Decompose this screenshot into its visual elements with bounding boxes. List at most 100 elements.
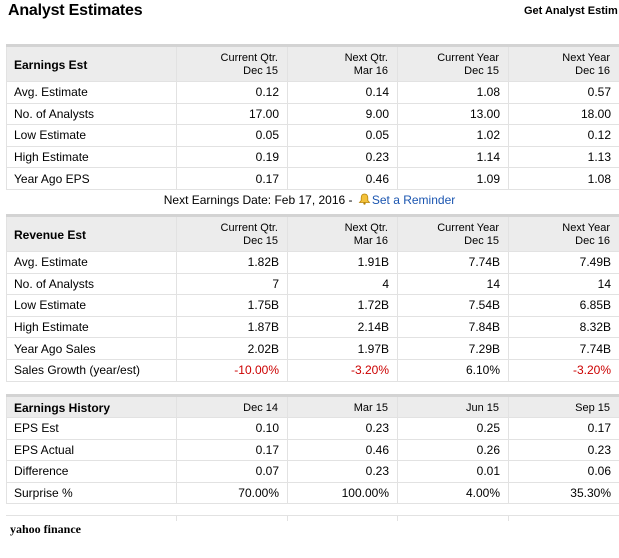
row-label: Avg. Estimate [6,81,177,104]
cell-value: 1.13 [508,145,619,169]
cell-value: 0.17 [176,438,288,462]
column-header: Current Year Dec 15 [397,45,509,82]
cell-value: 7.49B [508,251,619,274]
row-label: Year Ago EPS [6,167,177,190]
cell-value: 2.14B [287,315,398,339]
cell-value: 35.30% [508,481,619,505]
column-header: Current Qtr. Dec 15 [176,45,288,82]
cell-value: 6.85B [508,294,619,317]
column-header: Sep 15 [508,395,619,418]
cell-value: 1.02 [397,124,509,147]
cell-value: 14 [508,272,619,296]
cell-value: 6.10% [397,358,509,382]
cell-value: 1.14 [397,145,509,169]
table-row: EPS Est 0.10 0.23 0.25 0.17 [6,417,619,440]
cell-value: 0.23 [287,460,398,483]
cell-value: 2.02B [176,337,288,360]
table-row: High Estimate 0.19 0.23 1.14 1.13 [6,145,619,169]
row-label: EPS Actual [6,438,177,462]
cell-value: 1.08 [508,167,619,190]
table-row: EPS Actual 0.17 0.46 0.26 0.23 [6,438,619,462]
cell-value: 13.00 [397,102,509,126]
table-header-row: Earnings History Dec 14 Mar 15 Jun 15 Sep 15 [6,395,619,418]
row-label: Low Estimate [6,294,177,317]
cell-value: 0.12 [176,81,288,104]
cell-value: 1.97B [287,337,398,360]
cell-value: 8.32B [508,315,619,339]
earnings-est-table: Earnings Est Current Qtr. Dec 15 Next Qtr. M… [6,44,619,190]
row-label: Avg. Estimate [6,251,177,274]
cell-value: 0.25 [397,417,509,440]
cell-value: 0.17 [508,417,619,440]
yahoo-finance-logo: yahoo finance [10,522,82,536]
table-row: Low Estimate 0.05 0.05 1.02 0.12 [6,124,619,147]
next-earnings-date: Next Earnings Date: Feb 17, 2016 - Set a… [0,193,619,207]
table-header-row: Revenue Est Current Qtr. Dec 15 Next Qtr. Ma… [6,215,619,252]
column-header: Next Qtr. Mar 16 [287,215,398,252]
row-label: Year Ago Sales [6,337,177,360]
page-title: Analyst Estimates [8,2,143,19]
cell-value: 0.05 [287,124,398,147]
row-label: Surprise % [6,481,177,505]
cell-value: 0.46 [287,438,398,462]
cell-value: 0.23 [287,417,398,440]
cell-value: 0.23 [508,438,619,462]
row-label: High Estimate [6,315,177,339]
table-title: Earnings History [6,395,177,418]
cell-value: -3.20% [287,358,398,382]
get-analyst-estimates-link[interactable]: Get Analyst Estim [524,5,618,17]
row-label: No. of Analysts [6,272,177,296]
column-header: Mar 15 [287,395,398,418]
column-header: Next Year Dec 16 [508,215,619,252]
cell-value: 0.05 [176,124,288,147]
cell-value: 70.00% [176,481,288,505]
cell-value: 4.00% [397,481,509,505]
table-row: Low Estimate 1.75B 1.72B 7.54B 6.85B [6,294,619,317]
cell-value: 0.14 [287,81,398,104]
cell-value: 1.87B [176,315,288,339]
cell-value: 0.17 [176,167,288,190]
column-header: Current Year Dec 15 [397,215,509,252]
cell-value: 1.08 [397,81,509,104]
table-row: No. of Analysts 7 4 14 14 [6,272,619,296]
column-header: Next Qtr. Mar 16 [287,45,398,82]
row-label: EPS Est [6,417,177,440]
cell-value: 0.23 [287,145,398,169]
cell-value: 7.74B [508,337,619,360]
cell-value: 0.12 [508,124,619,147]
cell-value: 7.74B [397,251,509,274]
cell-value: 7.84B [397,315,509,339]
cell-value: -3.20% [508,358,619,382]
table-row: Avg. Estimate 0.12 0.14 1.08 0.57 [6,81,619,104]
table-row: No. of Analysts 17.00 9.00 13.00 18.00 [6,102,619,126]
cell-value: 100.00% [287,481,398,505]
cell-value: 1.72B [287,294,398,317]
cell-value: 0.57 [508,81,619,104]
cell-value: 0.07 [176,460,288,483]
table-header-row: Earnings Est Current Qtr. Dec 15 Next Qtr. M… [6,45,619,82]
set-reminder-link[interactable]: Set a Reminder [371,193,456,207]
earnings-history-table: Earnings History Dec 14 Mar 15 Jun 15 Sep 15… [6,394,619,505]
table-row: Difference 0.07 0.23 0.01 0.06 [6,460,619,483]
cell-value: 0.06 [508,460,619,483]
cell-value: 1.91B [287,251,398,274]
column-header: Jun 15 [397,395,509,418]
table-row: High Estimate 1.87B 2.14B 7.84B 8.32B [6,315,619,339]
cell-value: 0.01 [397,460,509,483]
table-title: Revenue Est [6,215,177,252]
cell-value: 7.29B [397,337,509,360]
cell-value: 7 [176,272,288,296]
table-row: Year Ago Sales 2.02B 1.97B 7.29B 7.74B [6,337,619,360]
cell-value: 0.10 [176,417,288,440]
cell-value: -10.00% [176,358,288,382]
table-row: Avg. Estimate 1.82B 1.91B 7.74B 7.49B [6,251,619,274]
revenue-est-table: Revenue Est Current Qtr. Dec 15 Next Qtr. Ma… [6,214,619,382]
row-label: Difference [6,460,177,483]
row-label: High Estimate [6,145,177,169]
cell-value: 7.54B [397,294,509,317]
cell-value: 18.00 [508,102,619,126]
bell-icon[interactable] [358,193,371,205]
cell-value: 1.09 [397,167,509,190]
next-earnings-text: Next Earnings Date: Feb 17, 2016 - [163,193,356,207]
row-label: Sales Growth (year/est) [6,358,177,382]
